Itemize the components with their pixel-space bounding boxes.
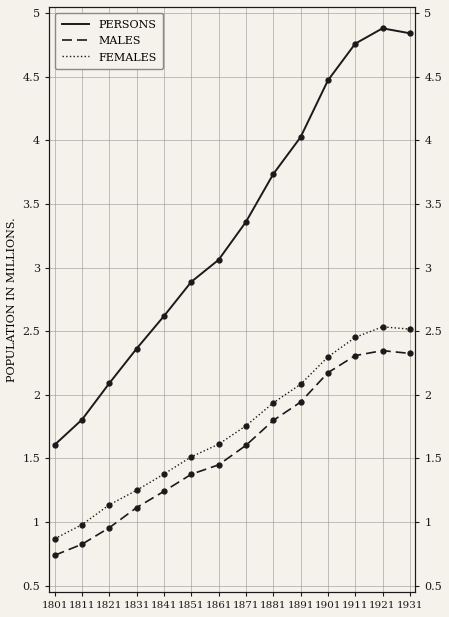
FEMALES — [52, 535, 57, 542]
FEMALES — [380, 323, 385, 331]
PERSONS — [189, 278, 194, 286]
PERSONS — [107, 379, 112, 387]
PERSONS — [352, 40, 358, 48]
Line: MALES: MALES — [53, 348, 412, 558]
PERSONS — [325, 77, 330, 84]
FEMALES — [161, 470, 167, 478]
MALES — [325, 369, 330, 376]
Line: FEMALES: FEMALES — [53, 325, 412, 541]
MALES — [161, 487, 167, 495]
MALES — [243, 442, 249, 449]
FEMALES — [352, 334, 358, 341]
MALES — [407, 350, 413, 357]
MALES — [380, 347, 385, 354]
MALES — [52, 552, 57, 559]
PERSONS — [271, 170, 276, 178]
PERSONS — [134, 345, 139, 352]
PERSONS — [216, 256, 221, 263]
MALES — [352, 352, 358, 359]
MALES — [216, 461, 221, 468]
MALES — [298, 399, 303, 406]
PERSONS — [52, 441, 57, 449]
FEMALES — [189, 453, 194, 460]
PERSONS — [298, 133, 303, 141]
MALES — [134, 504, 139, 511]
MALES — [107, 524, 112, 531]
PERSONS — [380, 25, 385, 32]
FEMALES — [407, 325, 413, 333]
MALES — [79, 540, 85, 548]
FEMALES — [216, 441, 221, 448]
PERSONS — [243, 218, 249, 226]
FEMALES — [134, 487, 139, 494]
MALES — [189, 471, 194, 478]
MALES — [271, 416, 276, 424]
Legend: PERSONS, MALES, FEMALES: PERSONS, MALES, FEMALES — [55, 12, 163, 69]
FEMALES — [107, 501, 112, 508]
FEMALES — [325, 354, 330, 361]
PERSONS — [79, 416, 85, 423]
Y-axis label: POPULATION IN MILLIONS.: POPULATION IN MILLIONS. — [7, 217, 17, 382]
PERSONS — [407, 30, 413, 37]
FEMALES — [298, 381, 303, 388]
FEMALES — [243, 422, 249, 429]
FEMALES — [79, 521, 85, 528]
PERSONS — [161, 312, 167, 320]
FEMALES — [271, 399, 276, 407]
Line: PERSONS: PERSONS — [53, 26, 412, 447]
